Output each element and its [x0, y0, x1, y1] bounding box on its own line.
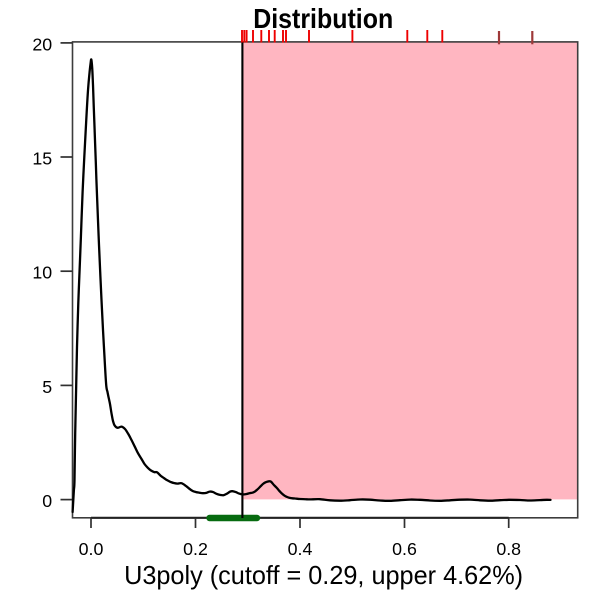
svg-text:0.0: 0.0: [79, 539, 104, 559]
svg-text:0.6: 0.6: [392, 539, 417, 559]
svg-text:0.4: 0.4: [288, 539, 313, 559]
svg-text:Distribution: Distribution: [253, 3, 393, 34]
svg-text:10: 10: [32, 263, 52, 283]
svg-text:U3poly (cutoff = 0.29, upper 4: U3poly (cutoff = 0.29, upper 4.62%): [124, 560, 523, 590]
svg-text:5: 5: [42, 377, 52, 397]
svg-text:15: 15: [32, 149, 52, 169]
svg-text:0.8: 0.8: [496, 539, 521, 559]
svg-text:20: 20: [32, 34, 52, 54]
svg-text:0.2: 0.2: [183, 539, 208, 559]
svg-text:0: 0: [42, 491, 52, 511]
